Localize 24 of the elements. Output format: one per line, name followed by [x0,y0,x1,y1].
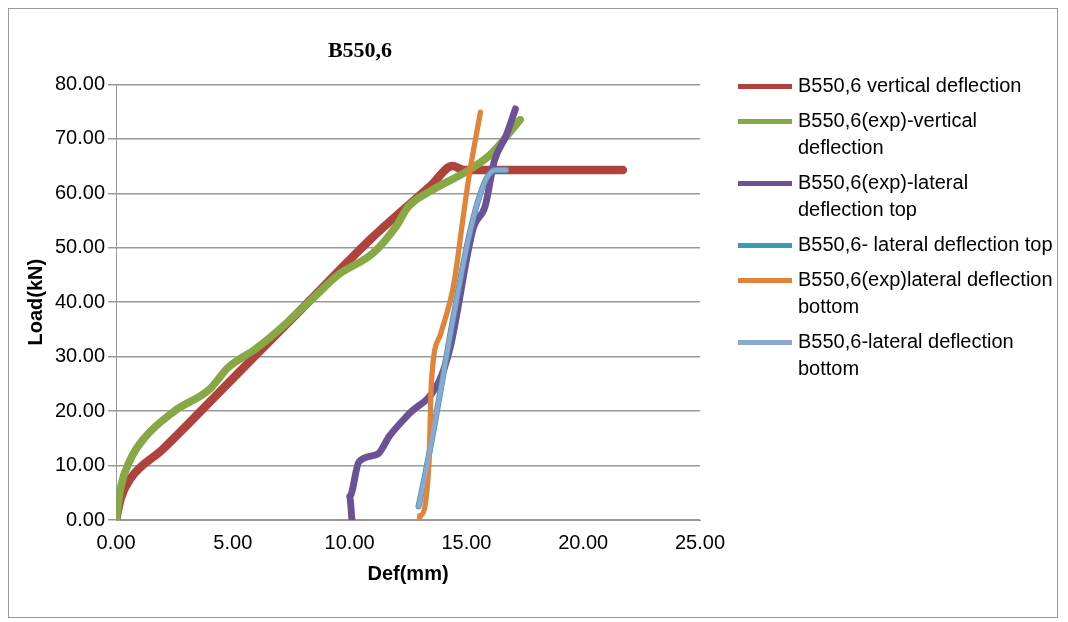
y-tick-label: 30.00 [54,344,106,367]
y-tick-label: 10.00 [54,453,106,476]
x-tick-label: 5.00 [213,530,253,553]
x-tick-label: 15.00 [441,530,492,553]
y-tick-label: 80.00 [54,71,106,94]
x-tick-label: 0.00 [96,530,136,553]
y-axis-title: Load(kN) [23,258,46,346]
y-tick-label: 70.00 [54,126,106,149]
y-tick-label: 0.00 [66,507,106,530]
x-tick-label: 20.00 [558,530,609,553]
legend-label: B550,6-lateral deflection bottom [798,329,1015,381]
chart-title: B550,6 [327,36,393,62]
x-axis-title: Def(mm) [367,561,449,584]
x-tick-label: 10.00 [324,530,375,553]
y-tick-label: 60.00 [54,180,106,203]
legend-label: B550,6 vertical deflection [798,73,1022,98]
legend-label: B550,6(exp)-lateral deflection top [798,170,970,222]
legend-label: B550,6- lateral deflection top [798,232,1053,257]
y-tick-label: 20.00 [54,398,106,421]
x-tick-label: 25.00 [674,530,726,553]
legend-label: B550,6(exp)-vertical deflection [798,108,978,160]
y-tick-label: 40.00 [54,289,106,312]
y-tick-label: 50.00 [54,235,106,258]
legend-label: B550,6(exp)lateral deflection bottom [798,267,1054,319]
